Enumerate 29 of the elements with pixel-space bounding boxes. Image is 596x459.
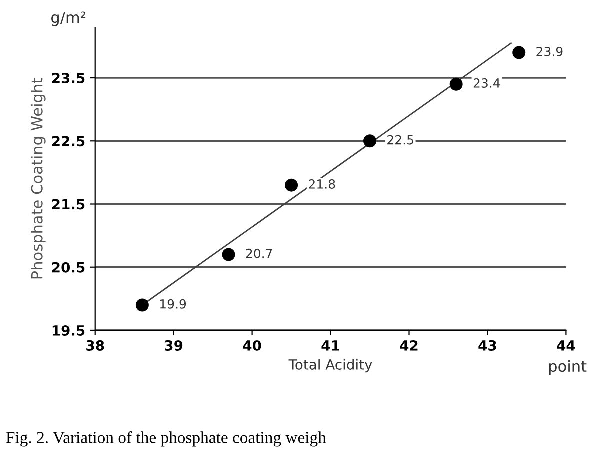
x-tick-label: 38 [86, 340, 104, 351]
text: g/m² [52, 12, 86, 26]
y-tick-label: 19.5 [52, 325, 85, 336]
point [285, 178, 298, 192]
text: point [549, 360, 587, 376]
y-axis-title: Phosphate Coating Weight [31, 78, 46, 279]
point [222, 248, 236, 262]
data-label: 19.9 [160, 299, 186, 309]
y-tick-label: 23.5 [52, 73, 85, 84]
x-tick-label: 42 [400, 340, 418, 351]
y-tick-label: 21.5 [52, 199, 85, 210]
data-label: 20.7 [246, 248, 272, 258]
y-tick-label: 20.5 [52, 262, 85, 273]
x-tick-label: 39 [165, 340, 183, 351]
x-axis-title: Total Acidity [288, 359, 372, 373]
data-label: 23.4 [474, 78, 500, 88]
y-tick-label: 22.5 [52, 136, 85, 147]
x-tick-label: 44 [557, 340, 576, 351]
point [136, 298, 149, 312]
point [512, 46, 526, 60]
x-tick-label: 40 [243, 340, 262, 351]
x-tick-label: 41 [322, 340, 340, 351]
data-label: 22.5 [388, 135, 414, 145]
point [450, 78, 463, 91]
caption: Fig. 2. Variation of the phosphate coating weigh [6, 431, 326, 447]
data-label: 23.9 [536, 46, 563, 56]
data-label: 21.8 [309, 179, 336, 189]
point [364, 134, 377, 148]
x-tick-label: 43 [478, 340, 496, 351]
